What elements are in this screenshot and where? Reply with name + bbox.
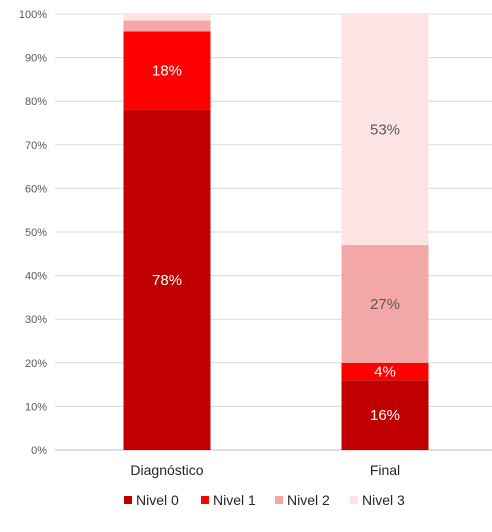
legend-swatch [350, 496, 358, 504]
bar-segment [341, 14, 429, 246]
y-tick-label: 100% [19, 9, 47, 21]
data-label: 16% [370, 407, 400, 424]
x-category-label: Final [370, 462, 400, 478]
y-tick-label: 90% [25, 53, 47, 65]
legend-label: Nivel 2 [287, 492, 330, 508]
data-label: 53% [370, 122, 400, 139]
y-tick-label: 40% [25, 271, 47, 283]
bar-segment [123, 14, 211, 21]
bar-segment [341, 362, 429, 381]
y-tick-label: 20% [25, 358, 47, 370]
legend-label: Nivel 0 [136, 492, 179, 508]
bar-segment [123, 109, 211, 451]
x-category-label: Diagnóstico [130, 462, 203, 478]
legend: Nivel 0 Nivel 1 Nivel 2 Nivel 3 [124, 492, 405, 508]
y-tick-label: 50% [25, 227, 47, 239]
y-axis-ticks: 0% 10% 20% 30% 40% 50% 60% 70% 80% 90% 100% [19, 9, 47, 457]
y-tick-label: 0% [31, 445, 47, 457]
y-tick-label: 10% [25, 401, 47, 413]
legend-swatch [124, 496, 132, 504]
x-axis-categories: Diagnóstico Final [130, 462, 400, 478]
legend-swatch [201, 496, 209, 504]
legend-label: Nivel 3 [362, 492, 405, 508]
legend-swatch [275, 496, 283, 504]
data-labels: 78% 18% 16% 4% 27% 53% [152, 63, 400, 424]
data-label: 4% [374, 364, 396, 381]
bars [123, 14, 429, 451]
bar-segment [341, 380, 429, 450]
y-tick-label: 70% [25, 140, 47, 152]
bar-segment [341, 245, 429, 363]
y-tick-label: 80% [25, 96, 47, 108]
data-label: 18% [152, 63, 182, 80]
y-tick-label: 30% [25, 314, 47, 326]
bar-segment [123, 31, 211, 110]
data-label: 27% [370, 296, 400, 313]
legend-label: Nivel 1 [213, 492, 256, 508]
data-label: 78% [152, 272, 182, 289]
bar-segment [123, 20, 211, 32]
y-tick-label: 60% [25, 183, 47, 195]
